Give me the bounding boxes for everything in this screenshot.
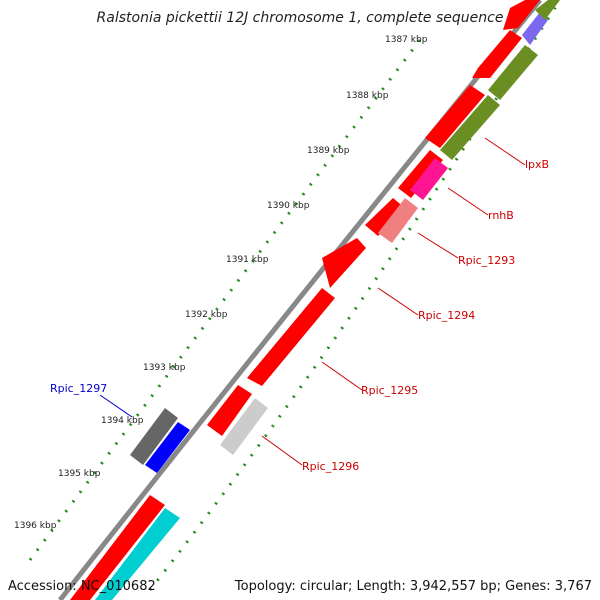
gene-olive-2[interactable] (488, 45, 538, 100)
connector-rpic1294 (377, 287, 419, 316)
gene-red-5[interactable] (365, 198, 405, 236)
gene-blue[interactable] (145, 422, 190, 473)
gene-light-gray[interactable] (220, 398, 268, 455)
connector-lpxb (484, 137, 526, 166)
gene-label-rpic1293[interactable]: Rpic_1293 (458, 254, 515, 267)
forward-strand-genes (70, 0, 540, 600)
connector-rnhb (447, 187, 489, 216)
tick-label: 1387 kbp (385, 35, 428, 45)
gene-lavender[interactable] (522, 12, 548, 45)
inner-genes (130, 408, 190, 473)
accession-text: Accession: NC_010682 (8, 579, 156, 594)
connector-rpic1293 (417, 232, 459, 259)
reverse-strand-genes (95, 0, 560, 600)
map-title: Ralstonia pickettii 12J chromosome 1, co… (96, 10, 504, 26)
tick-label: 1388 kbp (346, 91, 389, 101)
gene-salmon[interactable] (378, 198, 418, 243)
gene-red-2[interactable] (472, 30, 522, 78)
gene-cyan[interactable] (95, 508, 180, 600)
connector-rpic1297 (99, 394, 133, 418)
gene-red-4[interactable] (398, 150, 443, 198)
tick-label: 1392 kbp (185, 310, 228, 320)
gene-red-7[interactable] (247, 288, 335, 386)
tick-label: 1393 kbp (143, 363, 186, 373)
tick-label: 1390 kbp (267, 201, 310, 211)
tick-label: 1391 kbp (226, 255, 269, 265)
gene-red-8[interactable] (207, 385, 252, 436)
tick-label: 1396 kbp (14, 521, 57, 531)
gene-olive-3[interactable] (440, 95, 500, 160)
connector-rpic1295 (321, 361, 363, 391)
gene-magenta[interactable] (410, 158, 448, 200)
topology-summary: Topology: circular; Length: 3,942,557 bp… (234, 579, 592, 594)
label-connectors (261, 137, 526, 466)
scale-dotted-arc-right (148, 0, 562, 591)
gene-dark-gray[interactable] (130, 408, 178, 465)
gene-label-rpic1294[interactable]: Rpic_1294 (418, 309, 475, 322)
gene-red-1[interactable] (503, 0, 540, 30)
gene-label-rpic1295[interactable]: Rpic_1295 (361, 384, 418, 397)
tick-labels: 1387 kbp 1388 kbp 1389 kbp 1390 kbp 1391… (14, 35, 428, 531)
gene-label-lpxb[interactable]: lpxB (525, 158, 549, 171)
gene-labels: lpxB rnhB Rpic_1293 Rpic_1294 Rpic_1295 … (50, 158, 549, 473)
gene-label-rpic1297[interactable]: Rpic_1297 (50, 382, 107, 395)
tick-label: 1389 kbp (307, 146, 350, 156)
gene-label-rpic1296[interactable]: Rpic_1296 (302, 460, 359, 473)
gene-olive-1[interactable] (535, 0, 560, 20)
gene-label-rnhb[interactable]: rnhB (488, 209, 514, 222)
tick-label: 1395 kbp (58, 469, 101, 479)
gene-red-3[interactable] (425, 85, 485, 148)
gene-red-9[interactable] (70, 495, 165, 600)
tick-label: 1394 kbp (101, 416, 144, 426)
scale-dotted-arc (28, 39, 422, 561)
gene-red-6[interactable] (322, 238, 366, 288)
connector-rpic1296 (261, 435, 303, 466)
